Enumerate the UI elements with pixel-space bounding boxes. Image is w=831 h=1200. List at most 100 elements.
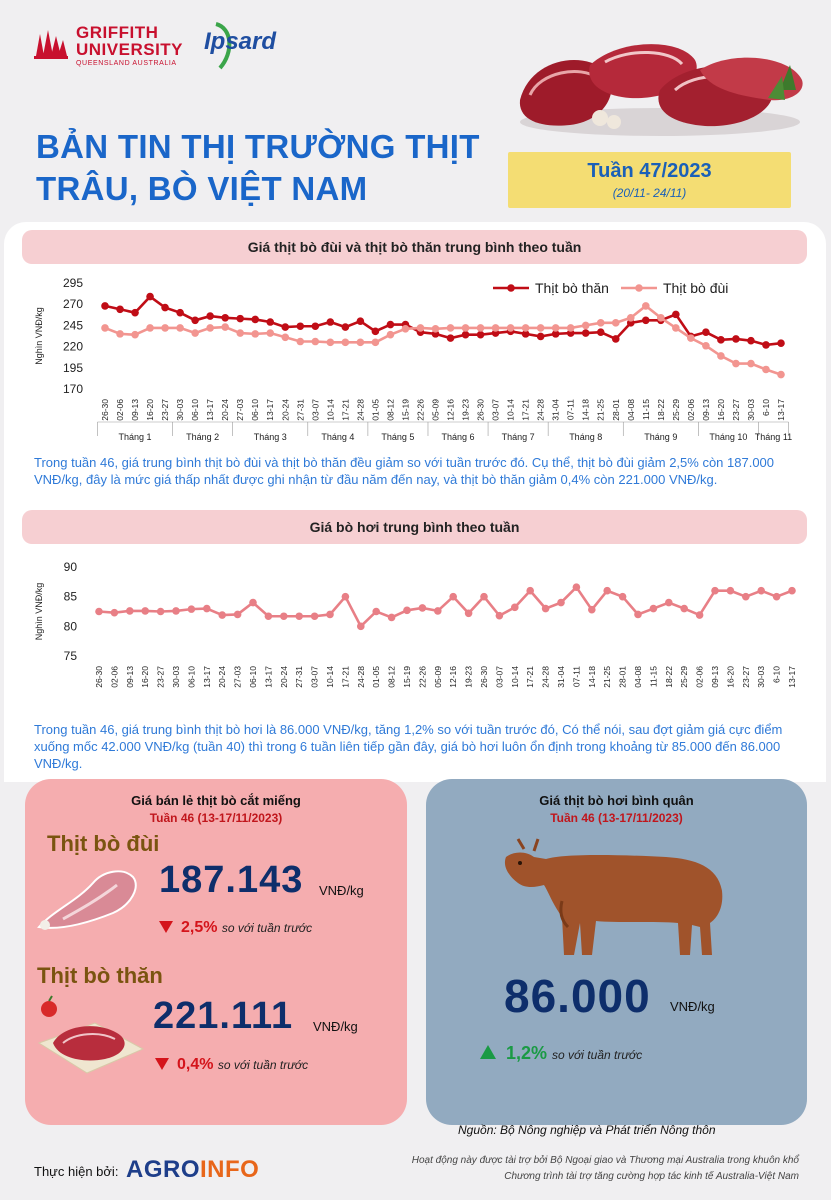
series-line (104, 304, 782, 376)
data-point (326, 338, 335, 347)
x-tick-label: 17-21 (521, 399, 531, 421)
data-point (596, 319, 605, 327)
content-card (4, 222, 826, 782)
data-point (762, 341, 770, 349)
x-tick-label: 02-06 (695, 666, 705, 688)
x-tick-label: 17-21 (525, 666, 535, 688)
data-point (446, 324, 455, 332)
y-axis-label: Nghìn VNĐ/kg (34, 307, 44, 365)
data-point (732, 359, 740, 368)
data-point (126, 607, 134, 615)
x-tick-label: 23-27 (160, 399, 170, 421)
month-label: Tháng 3 (254, 432, 287, 442)
x-tick-label: 22-26 (417, 666, 427, 688)
data-point (464, 609, 473, 618)
x-tick-label: 21-25 (602, 666, 612, 688)
y-tick-label: 75 (64, 649, 78, 663)
ipsard-swoosh-icon (215, 22, 232, 70)
x-tick-label: 13-17 (265, 399, 275, 421)
down-arrow-icon (155, 1058, 169, 1070)
x-tick-label: 16-20 (725, 666, 735, 688)
x-tick-label: 13-17 (202, 666, 212, 688)
data-point (431, 324, 440, 333)
month-label: Tháng 6 (442, 432, 475, 442)
x-tick-label: 27-03 (235, 399, 245, 421)
data-point (506, 324, 515, 332)
x-tick-label: 15-19 (402, 666, 412, 688)
data-point (310, 612, 319, 621)
data-point (711, 586, 719, 595)
x-tick-label: 02-06 (686, 399, 696, 421)
data-point (762, 365, 770, 374)
data-point (726, 586, 735, 595)
section1-paragraph: Trong tuần 46, giá trung bình thịt bò đù… (34, 455, 775, 487)
section2-paragraph: Trong tuần 46, giá trung bình thịt bò hơ… (34, 722, 783, 771)
x-tick-label: 08-12 (387, 666, 397, 688)
data-point (521, 330, 530, 338)
price-than: 221.111 (153, 995, 294, 1037)
data-point (101, 324, 109, 332)
x-tick-label: 11-15 (648, 666, 658, 687)
data-point (642, 302, 650, 310)
retail-price-panel: Giá bán lẻ thịt bò cắt miếng Tuần 46 (13… (25, 779, 407, 1125)
x-tick-label: 01-05 (370, 399, 380, 421)
x-tick-label: 20-24 (220, 399, 230, 421)
data-point (176, 308, 184, 317)
live-cattle-panel: Giá thịt bò hơi bình quân Tuần 46 (13-17… (426, 779, 807, 1125)
ipsard-logo: Ipsard (204, 22, 304, 72)
month-label: Tháng 11 (755, 432, 792, 442)
source-note: Nguồn: Bộ Nông nghiệp và Phát triển Nông… (458, 1123, 716, 1137)
cut-name-dui: Thịt bò đùi (47, 831, 160, 856)
x-tick-label: 16-20 (145, 399, 155, 421)
data-point (717, 352, 725, 360)
data-point (341, 338, 350, 347)
retail-week: Tuần 46 (13-17/11/2023) (149, 811, 283, 825)
funding-line1: Hoạt động này được tài trợ bởi Bộ Ngoại … (411, 1155, 799, 1166)
data-point (357, 622, 365, 631)
data-point (371, 338, 380, 347)
data-point (372, 607, 381, 616)
x-tick-label: 24-28 (355, 399, 365, 421)
x-tick-label: 16-20 (140, 666, 150, 688)
data-point (236, 329, 244, 337)
x-tick-label: 04-08 (633, 666, 643, 688)
data-point (116, 330, 124, 338)
month-label: Tháng 2 (186, 432, 219, 442)
data-point (221, 313, 229, 322)
data-point (551, 324, 560, 332)
x-tick-label: 14-18 (587, 666, 597, 688)
y-tick-label: 90 (64, 560, 78, 574)
x-tick-label: 15-19 (400, 399, 410, 421)
griffith-name: GRIFFITH UNIVERSITY (76, 23, 184, 59)
x-tick-label: 26-30 (479, 666, 489, 688)
x-tick-label: 19-23 (461, 399, 471, 421)
data-point (146, 324, 154, 332)
x-tick-label: 07-11 (566, 399, 576, 420)
data-point (536, 324, 545, 332)
data-point (461, 330, 470, 339)
data-point (521, 324, 530, 332)
page-title: BẢN TIN THỊ TRƯỜNG THỊT TRÂU, BÒ VIỆT NA… (36, 128, 480, 207)
data-point (387, 613, 396, 622)
x-tick-label: 04-08 (626, 399, 636, 421)
data-point (672, 324, 680, 332)
data-point (131, 308, 139, 317)
month-label: Tháng 1 (119, 432, 152, 442)
x-tick-label: 28-01 (618, 666, 628, 688)
x-tick-label: 22-26 (415, 399, 425, 421)
data-point (95, 607, 103, 616)
x-tick-label: 19-23 (464, 666, 474, 688)
data-point (401, 324, 410, 333)
x-tick-label: 11-15 (641, 399, 651, 420)
data-point (236, 314, 244, 323)
x-tick-label: 10-14 (510, 666, 520, 688)
data-point (541, 604, 550, 613)
x-tick-label: 26-30 (476, 399, 486, 421)
data-point (588, 605, 596, 614)
x-tick-label: 06-10 (186, 666, 196, 688)
x-tick-label: 10-14 (325, 666, 335, 688)
data-point (566, 324, 575, 332)
x-tick-label: 13-17 (205, 399, 215, 421)
data-point (281, 333, 290, 342)
x-tick-label: 03-07 (310, 399, 320, 421)
